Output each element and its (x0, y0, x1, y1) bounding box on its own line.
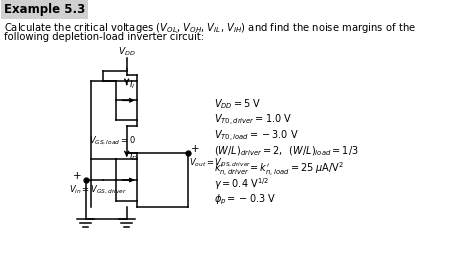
Text: $V_{T0,load} = -3.0$ V: $V_{T0,load} = -3.0$ V (214, 129, 299, 144)
Text: $V_{in} = V_{GS,driver}$: $V_{in} = V_{GS,driver}$ (69, 183, 128, 196)
Text: Calculate the critical voltages ($V_{OL}$, $V_{OH}$, $V_{IL}$, $V_{IH}$) and fin: Calculate the critical voltages ($V_{OL}… (4, 21, 416, 35)
Text: $V_{DD}$: $V_{DD}$ (118, 45, 136, 58)
Text: $V_{DD} = 5$ V: $V_{DD} = 5$ V (214, 97, 262, 111)
Text: +: + (191, 144, 200, 154)
Text: following depletion-load inverter circuit:: following depletion-load inverter circui… (4, 32, 204, 42)
Text: $I_l$: $I_l$ (129, 78, 136, 91)
Text: $\gamma = 0.4$ V$^{1/2}$: $\gamma = 0.4$ V$^{1/2}$ (214, 176, 269, 192)
Text: $V_{GS,load} = 0$: $V_{GS,load} = 0$ (89, 135, 136, 147)
Text: $V_{T0,driver} = 1.0$ V: $V_{T0,driver} = 1.0$ V (214, 113, 292, 128)
Text: $(W/L)_{driver} = 2,\;\;(W/L)_{load} = 1/3$: $(W/L)_{driver} = 2,\;\;(W/L)_{load} = 1… (214, 145, 359, 158)
Text: +: + (73, 171, 82, 180)
Text: $k_{n,driver}^{\prime} = k_{n,load}^{\prime} = 25\;\mu$A/V$^2$: $k_{n,driver}^{\prime} = k_{n,load}^{\pr… (214, 161, 344, 179)
Text: Example 5.3: Example 5.3 (4, 3, 85, 16)
Text: $\phi_p = -0.3$ V: $\phi_p = -0.3$ V (214, 192, 277, 207)
Text: $I_D$: $I_D$ (129, 151, 138, 163)
Text: $V_{out} = V_{DS,driver}$: $V_{out} = V_{DS,driver}$ (189, 157, 252, 169)
